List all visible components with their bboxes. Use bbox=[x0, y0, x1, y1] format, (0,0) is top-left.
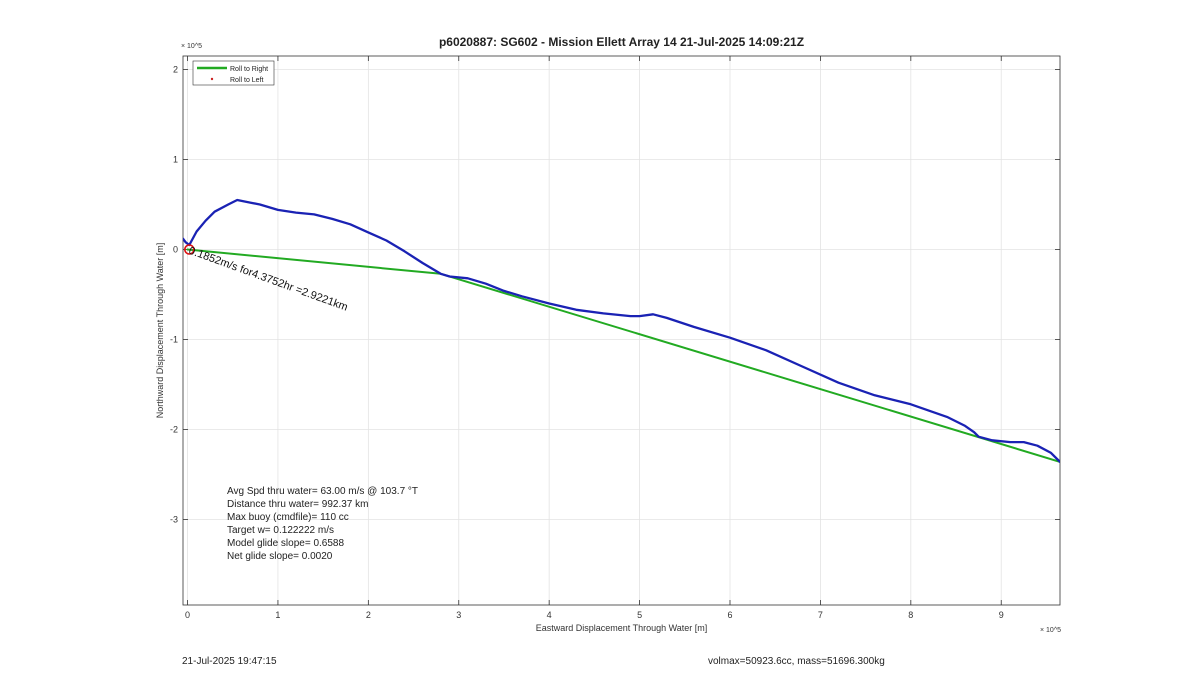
legend-label-roll-right: Roll to Right bbox=[230, 66, 268, 73]
transit-annotation: 0.1852m/s for4.3752hr =2.9221km bbox=[187, 245, 349, 314]
x-tick-label: 8 bbox=[908, 610, 913, 620]
x-axis-ticks: 0 1 2 3 4 5 6 7 8 9 bbox=[185, 56, 1004, 620]
x-tick-label: 0 bbox=[185, 610, 190, 620]
footer-info: volmax=50923.6cc, mass=51696.300kg bbox=[708, 656, 885, 667]
y-tick-label: 1 bbox=[173, 155, 178, 165]
x-tick-label: 2 bbox=[366, 610, 371, 620]
x-axis-label: Eastward Displacement Through Water [m] bbox=[536, 623, 708, 633]
stat-model-glide-slope: Model glide slope= 0.6588 bbox=[227, 538, 344, 549]
y-tick-label: 0 bbox=[173, 245, 178, 255]
legend-box bbox=[192, 60, 275, 86]
chart-title: p6020887: SG602 - Mission Ellett Array 1… bbox=[439, 35, 804, 49]
series-roll-right-line bbox=[186, 248, 1060, 463]
stats-block: Avg Spd thru water= 63.00 m/s @ 103.7 °T… bbox=[227, 486, 418, 562]
x-tick-label: 6 bbox=[727, 610, 732, 620]
y-tick-label: -1 bbox=[170, 335, 178, 345]
stat-distance: Distance thru water= 992.37 km bbox=[227, 499, 368, 510]
legend-label-roll-left: Roll to Left bbox=[230, 77, 264, 84]
x-tick-label: 1 bbox=[275, 610, 280, 620]
y-tick-label: 2 bbox=[173, 65, 178, 75]
stat-target-w: Target w= 0.122222 m/s bbox=[227, 525, 334, 536]
y-axis-label: Northward Displacement Through Water [m] bbox=[155, 243, 165, 419]
x-tick-label: 4 bbox=[547, 610, 552, 620]
x-tick-label: 5 bbox=[637, 610, 642, 620]
y-axis-exponent: × 10^5 bbox=[181, 43, 202, 50]
start-marker bbox=[184, 244, 195, 255]
plot-frame bbox=[182, 55, 1061, 606]
series-layer bbox=[183, 198, 1060, 464]
legend-swatch-roll-left bbox=[210, 77, 214, 81]
legend: Roll to Right Roll to Left bbox=[192, 60, 275, 86]
x-tick-label: 7 bbox=[818, 610, 823, 620]
stat-max-buoy: Max buoy (cmdfile)= 110 cc bbox=[227, 512, 349, 523]
series-track-line bbox=[183, 198, 1060, 464]
grid bbox=[183, 56, 1060, 605]
y-tick-label: -3 bbox=[170, 515, 178, 525]
x-tick-label: 9 bbox=[999, 610, 1004, 620]
x-axis-exponent: × 10^5 bbox=[1040, 627, 1061, 634]
x-tick-label: 3 bbox=[456, 610, 461, 620]
y-tick-label: -2 bbox=[170, 425, 178, 435]
y-axis-ticks: 2 1 0 -1 -2 -3 bbox=[170, 65, 1060, 525]
footer-date: 21-Jul-2025 19:47:15 bbox=[182, 656, 277, 667]
stat-avg-speed: Avg Spd thru water= 63.00 m/s @ 103.7 °T bbox=[227, 486, 418, 497]
stat-net-glide-slope: Net glide slope= 0.0020 bbox=[227, 551, 333, 562]
